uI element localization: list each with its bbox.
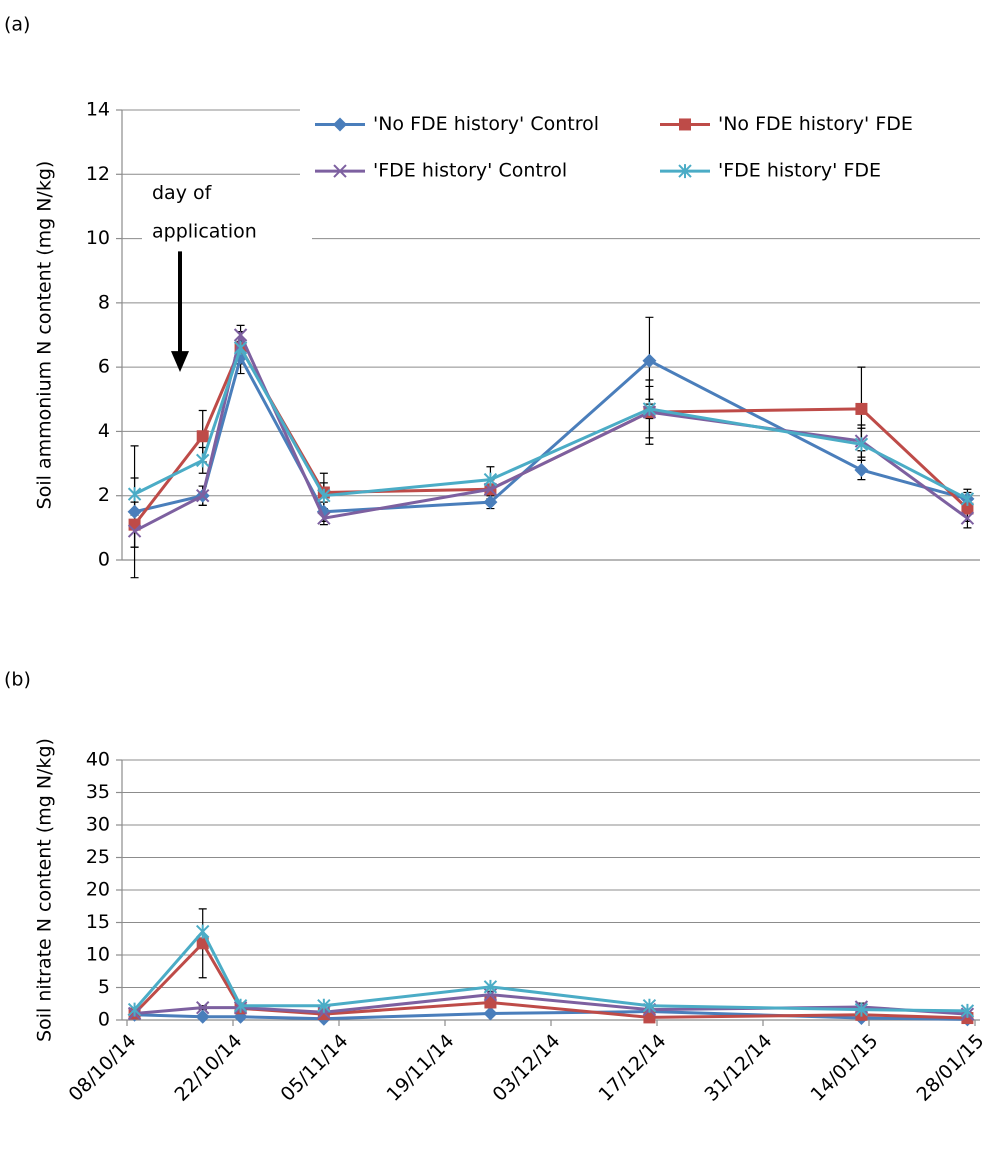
marker bbox=[961, 502, 974, 515]
annotation: day of bbox=[152, 182, 213, 204]
x-tick-label: 14/01/15 bbox=[807, 1030, 883, 1106]
y-tick-label: 0 bbox=[98, 549, 110, 571]
marker bbox=[960, 1003, 975, 1018]
y-tick-label: 12 bbox=[86, 163, 110, 185]
marker bbox=[483, 979, 498, 994]
x-tick-label: 28/01/15 bbox=[913, 1030, 989, 1106]
marker bbox=[484, 996, 497, 1009]
x-tick-label: 17/12/14 bbox=[595, 1030, 671, 1106]
marker bbox=[679, 118, 691, 131]
y-tick-label: 5 bbox=[98, 976, 110, 998]
y-tick-label: 25 bbox=[86, 846, 110, 868]
marker bbox=[483, 495, 498, 510]
annotation-box bbox=[142, 175, 312, 244]
series-line bbox=[133, 330, 969, 533]
x-tick-label: 08/10/14 bbox=[65, 1030, 141, 1106]
marker bbox=[643, 1011, 656, 1024]
marker bbox=[854, 463, 869, 477]
marker bbox=[317, 488, 331, 503]
y-tick-label: 15 bbox=[86, 911, 110, 933]
legend-label: 'FDE history' FDE bbox=[718, 160, 881, 182]
x-tick-label: 05/11/14 bbox=[277, 1030, 353, 1106]
legend-box bbox=[300, 98, 990, 194]
marker bbox=[127, 504, 142, 519]
marker bbox=[333, 117, 347, 132]
marker bbox=[483, 1006, 498, 1021]
y-tick-label: 6 bbox=[98, 356, 110, 378]
marker bbox=[196, 430, 209, 443]
marker bbox=[642, 998, 657, 1013]
y-tick-label: 10 bbox=[86, 944, 110, 966]
marker bbox=[196, 1000, 210, 1015]
marker bbox=[855, 402, 868, 415]
marker bbox=[196, 489, 210, 503]
y-tick-label: 4 bbox=[98, 420, 110, 442]
y-axis-label: Soil ammonium N content (mg N/kg) bbox=[34, 161, 56, 510]
marker bbox=[483, 482, 498, 496]
marker bbox=[854, 1002, 869, 1017]
marker bbox=[317, 998, 331, 1013]
legend-label: 'No FDE history' FDE bbox=[718, 113, 913, 135]
marker bbox=[960, 491, 975, 506]
marker bbox=[483, 472, 498, 487]
marker bbox=[233, 328, 248, 342]
y-tick-label: 10 bbox=[86, 227, 110, 249]
series-line bbox=[133, 344, 969, 501]
x-tick-label: 22/10/14 bbox=[171, 1030, 247, 1106]
marker bbox=[195, 1009, 210, 1024]
y-tick-label: 0 bbox=[98, 1009, 110, 1031]
y-tick-label: 8 bbox=[98, 291, 110, 313]
y-tick-label: 14 bbox=[86, 99, 110, 121]
y-tick-label: 2 bbox=[98, 484, 110, 506]
marker bbox=[233, 340, 248, 355]
x-tick-label: 03/12/14 bbox=[489, 1030, 565, 1106]
x-tick-label: 31/12/14 bbox=[701, 1030, 777, 1106]
series-line bbox=[133, 940, 968, 1020]
y-tick-label: 30 bbox=[86, 814, 110, 836]
marker bbox=[960, 511, 975, 525]
y-tick-label: 40 bbox=[86, 749, 110, 771]
marker bbox=[127, 487, 142, 502]
series-line bbox=[133, 344, 969, 526]
series-line bbox=[134, 993, 968, 1016]
annotation: application bbox=[152, 221, 257, 243]
marker bbox=[317, 511, 331, 525]
y-tick-label: 35 bbox=[86, 781, 110, 803]
arrow-head bbox=[171, 351, 189, 372]
marker bbox=[196, 924, 210, 939]
marker bbox=[233, 998, 248, 1013]
marker bbox=[127, 1002, 142, 1017]
y-tick-label: 20 bbox=[86, 879, 110, 901]
marker bbox=[196, 453, 210, 468]
x-tick-label: 19/11/14 bbox=[383, 1030, 459, 1106]
legend-label: 'FDE history' Control bbox=[373, 160, 567, 182]
marker bbox=[642, 401, 657, 416]
marker bbox=[127, 524, 142, 538]
marker bbox=[333, 164, 347, 178]
marker bbox=[678, 164, 692, 179]
panel-label: (a) bbox=[4, 14, 30, 36]
legend-label: 'No FDE history' Control bbox=[373, 113, 599, 135]
y-axis-label: Soil nitrate N content (mg N/kg) bbox=[34, 738, 56, 1042]
marker bbox=[642, 353, 657, 368]
marker bbox=[854, 437, 869, 452]
series-line bbox=[133, 928, 968, 1013]
panel-label: (b) bbox=[4, 669, 31, 691]
